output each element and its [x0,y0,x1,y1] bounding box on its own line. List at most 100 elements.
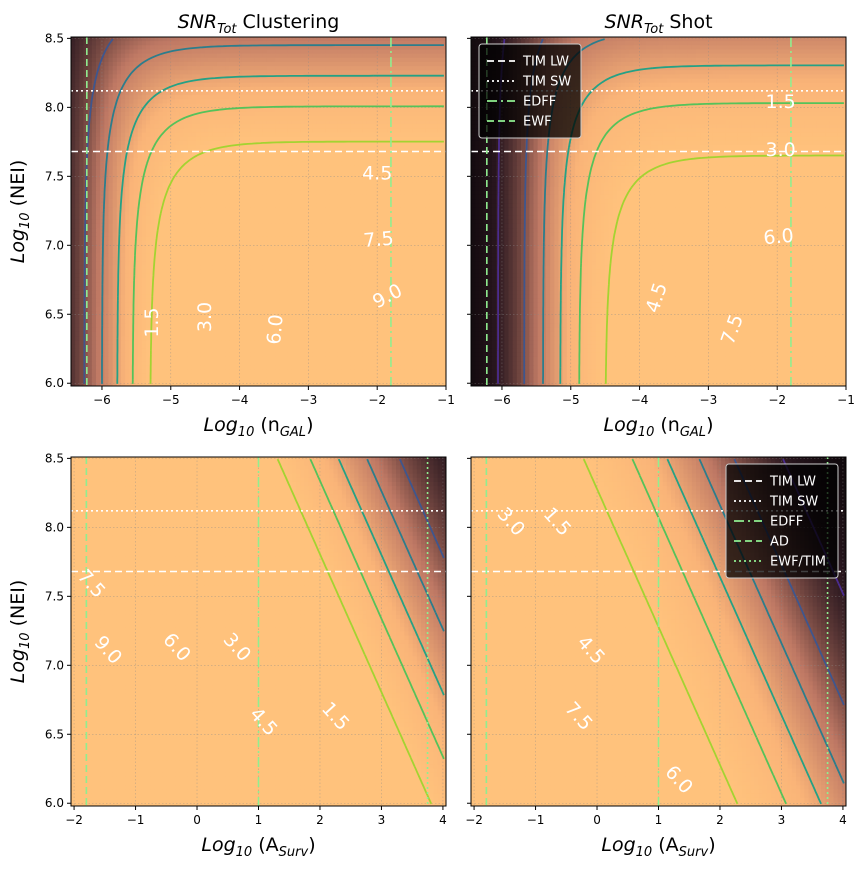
heat-cell [366,199,372,204]
heat-cell [396,232,401,238]
heat-cell [104,99,110,105]
heat-cell [258,169,264,175]
heat-cell [83,45,89,51]
heat-cell [429,261,435,267]
heat-cell [291,86,297,92]
heat-cell [158,223,164,229]
heat-cell [196,199,201,204]
heat-cell [175,228,180,233]
heat-cell [287,219,293,225]
heat-cell [396,219,401,225]
heat-cell [429,219,435,225]
heat-cell [379,257,385,262]
heat-cell [379,211,385,217]
heat-cell [308,57,314,63]
heat-cell [96,41,101,46]
heat-cell [179,190,185,196]
heat-cell [433,78,439,84]
heat-cell [125,61,130,67]
heat-cell [125,169,130,175]
heat-cell [104,145,110,150]
heat-cell [250,107,255,113]
heat-cell [391,82,397,88]
heat-cell [162,186,168,192]
heat-cell [437,41,443,46]
heat-cell [166,140,172,146]
heat-cell [404,82,410,88]
heat-cell [358,194,364,200]
heat-cell [358,161,364,167]
heat-cell [225,136,230,142]
heat-cell [216,91,222,96]
heat-cell [400,157,405,163]
heat-cell [437,186,443,192]
heat-cell [175,107,180,113]
heat-cell [183,207,189,213]
heat-cell [200,190,205,196]
heat-cell [75,186,80,192]
heat-cell [271,115,276,121]
heat-cell [141,211,147,217]
heat-cell [329,128,335,134]
heat-cell [204,61,210,67]
heat-cell [204,78,210,84]
heat-cell [404,37,410,42]
heat-cell [416,78,422,84]
heat-cell [241,178,247,184]
heat-cell [412,199,418,204]
heat-cell [400,124,405,129]
heat-cell [421,244,426,250]
heat-cell [100,115,105,121]
heat-cell [358,86,364,92]
heat-cell [333,74,339,80]
heat-cell [79,53,85,59]
heat-cell [204,128,210,134]
heat-cell [187,86,193,92]
heat-cell [162,107,168,113]
heat-cell [150,115,155,121]
heat-cell [108,215,114,221]
heat-cell [400,219,405,225]
heat-cell [396,41,401,46]
heat-cell [91,219,97,225]
heat-cell [266,95,272,100]
heat-cell [150,207,155,213]
heat-cell [329,107,335,113]
heat-cell [425,128,430,134]
heat-cell [116,86,122,92]
heat-cell [250,199,255,204]
heat-cell [337,211,343,217]
heat-cell [79,248,85,254]
heat-cell [133,199,139,204]
heat-cell [233,61,239,67]
heat-cell [258,86,264,92]
heat-cell [204,136,210,142]
heat-cell [416,91,422,96]
heat-cell [258,178,264,184]
heat-cell [150,136,155,142]
heat-cell [208,145,214,150]
heat-cell [91,244,97,250]
heat-cell [79,228,85,233]
heat-cell [91,182,97,188]
heat-cell [366,186,372,192]
heat-cell [304,140,310,146]
heat-cell [408,149,414,154]
heat-cell [308,244,314,250]
heat-cell [221,132,226,138]
heat-cell [71,74,76,80]
heat-cell [404,236,410,242]
heat-cell [237,215,243,221]
heat-cell [166,128,172,134]
heat-cell [237,194,243,200]
heat-cell [283,128,289,134]
heat-cell [346,248,351,254]
heat-cell [137,203,143,208]
heat-cell [175,99,180,105]
heat-cell [421,78,426,84]
heat-cell [433,120,439,125]
heat-cell [179,45,185,51]
heat-cell [254,103,260,109]
heat-cell [166,149,172,154]
heat-cell [208,265,214,271]
